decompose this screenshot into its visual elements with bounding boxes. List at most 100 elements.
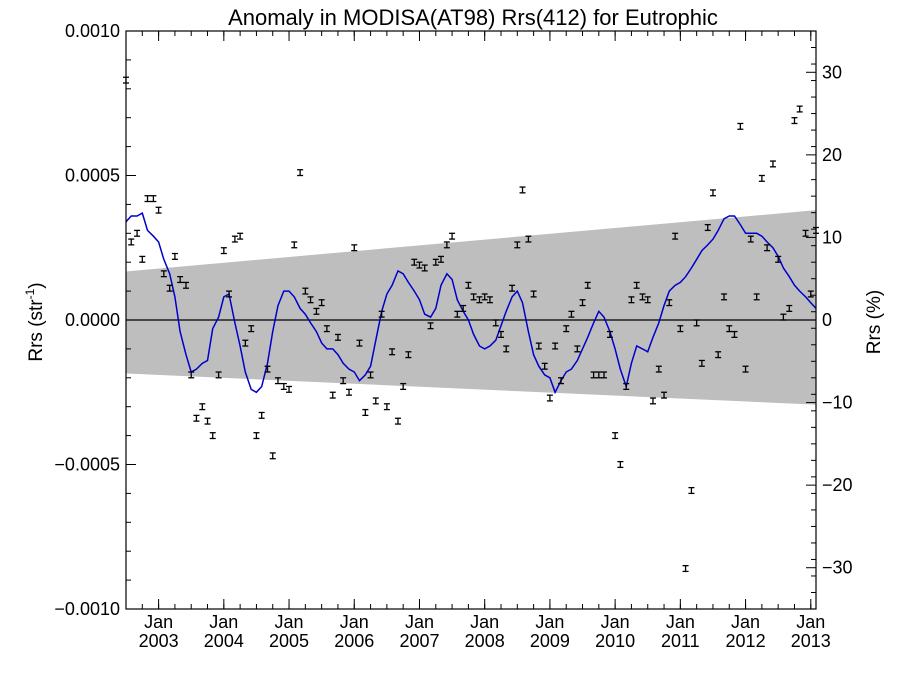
data-point <box>150 195 157 203</box>
y2-tick-label: 10 <box>822 227 842 247</box>
y-tick-label: 0.0000 <box>65 310 120 330</box>
y-axis-left: 0.0010 0.0005 0.0000 −0.0005 −0.0010 <box>54 21 136 619</box>
data-point <box>709 189 716 197</box>
data-point <box>470 293 477 301</box>
data-point <box>405 351 412 359</box>
data-point <box>416 261 423 269</box>
data-point <box>492 319 499 327</box>
y-tick-label: 0.0005 <box>65 166 120 186</box>
data-point <box>644 296 651 304</box>
data-point <box>530 290 537 298</box>
x-axis: Jan2003Jan2004Jan2005Jan2006Jan2007Jan20… <box>125 31 831 651</box>
x-tick-month: Jan <box>731 612 760 632</box>
data-point <box>639 293 646 301</box>
data-point <box>297 169 304 177</box>
data-point <box>595 371 602 379</box>
data-point <box>460 304 467 312</box>
data-point <box>389 348 396 356</box>
data-point <box>160 270 167 278</box>
data-point <box>666 299 673 307</box>
data-point <box>411 258 418 266</box>
data-point <box>291 241 298 249</box>
y2-tick-label: 20 <box>822 145 842 165</box>
data-point <box>400 382 407 391</box>
data-point <box>356 339 363 347</box>
data-point <box>775 255 782 263</box>
data-point <box>633 281 640 289</box>
y-tick-label: 0.0010 <box>65 21 120 41</box>
data-point <box>786 304 793 312</box>
data-point <box>351 244 358 252</box>
data-point <box>318 299 325 307</box>
data-point <box>791 117 798 125</box>
data-point <box>747 235 754 243</box>
data-point <box>286 385 293 393</box>
x-tick-month: Jan <box>535 612 564 632</box>
data-point <box>372 397 379 405</box>
data-point <box>269 452 276 460</box>
y-axis-label-superscript: -1 <box>23 288 37 299</box>
y2-tick-label: −30 <box>822 558 853 578</box>
data-point <box>427 322 434 330</box>
data-point <box>584 281 591 289</box>
x-tick-year: 2005 <box>269 631 309 651</box>
x-tick-month: Jan <box>601 612 630 632</box>
data-point <box>432 258 439 266</box>
data-point <box>780 313 787 321</box>
data-point <box>209 432 216 440</box>
data-point <box>394 417 401 425</box>
y2-tick-label: 0 <box>822 310 832 330</box>
x-tick-year: 2012 <box>726 631 766 651</box>
data-point <box>693 319 700 327</box>
data-point <box>519 186 526 194</box>
data-point <box>546 394 553 402</box>
data-point <box>802 229 809 237</box>
data-point <box>226 290 233 298</box>
y-axis-right: 30 20 10 0 −10 −20 −30 <box>806 30 853 610</box>
data-point <box>280 382 287 391</box>
data-point <box>362 408 369 417</box>
data-point <box>503 345 510 353</box>
data-point <box>307 296 314 304</box>
x-tick-year: 2003 <box>139 631 179 651</box>
plot-area <box>123 76 819 573</box>
data-point <box>329 391 336 399</box>
data-point <box>568 310 575 318</box>
data-point <box>682 565 689 573</box>
data-point <box>204 417 211 425</box>
data-point <box>367 371 374 379</box>
data-point <box>340 377 347 385</box>
data-point <box>193 414 200 422</box>
data-point <box>655 365 662 373</box>
data-point <box>346 388 353 396</box>
data-point <box>509 284 516 292</box>
data-point <box>623 382 630 391</box>
data-point <box>628 296 635 304</box>
running-mean-line <box>125 211 817 395</box>
data-point <box>383 403 390 411</box>
data-point <box>166 284 173 292</box>
data-point <box>248 325 255 333</box>
data-point <box>334 333 341 341</box>
y2-tick-label: −10 <box>822 393 853 413</box>
y2-tick-label: 30 <box>822 62 842 82</box>
x-tick-year: 2011 <box>661 631 700 651</box>
data-point <box>617 460 624 469</box>
data-point <box>476 296 483 304</box>
data-point <box>183 281 189 289</box>
data-point <box>438 255 444 263</box>
data-point <box>721 293 728 301</box>
data-point <box>563 325 570 333</box>
data-point <box>139 255 146 263</box>
data-point <box>541 362 548 370</box>
data-point <box>134 229 141 237</box>
x-tick-month: Jan <box>275 612 304 632</box>
x-tick-year: 2009 <box>530 631 570 651</box>
data-point <box>704 223 711 232</box>
y-axis-label: Rrs (str-1) <box>23 282 47 361</box>
data-point <box>764 244 771 252</box>
data-point <box>574 345 581 353</box>
x-tick-month: Jan <box>666 612 695 632</box>
data-point <box>525 235 532 243</box>
